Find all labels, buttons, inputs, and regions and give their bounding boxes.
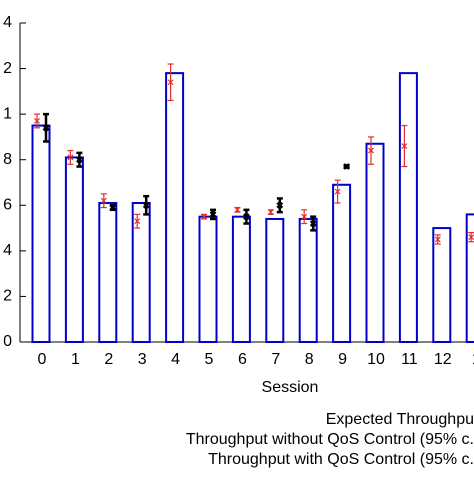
error-bar <box>243 208 250 225</box>
legend-label: Throughput without QoS Control (95% c. <box>186 431 474 448</box>
error-bar <box>301 209 308 225</box>
x-tick-label: 2 <box>104 351 113 368</box>
x-tick-label: 6 <box>238 351 247 368</box>
y-tick-label: 2 <box>3 288 12 305</box>
x-tick-label: 5 <box>205 351 214 368</box>
error-bar <box>401 124 408 168</box>
legend-label: Throughput with QoS Control (95% c. <box>208 451 474 468</box>
error-bar <box>109 204 117 212</box>
legend-label: Expected Throughpu <box>326 411 474 428</box>
x-tick-label: 8 <box>305 351 314 368</box>
error-bar <box>468 232 474 243</box>
error-bar <box>343 163 350 170</box>
x-tick-label: 1 <box>472 351 474 368</box>
error-bar <box>434 234 441 245</box>
error-bar <box>201 213 207 220</box>
y-tick-label: 1 <box>3 105 12 122</box>
x-axis-label: Session <box>262 379 319 396</box>
x-tick-label: 10 <box>367 351 385 368</box>
x-tick-label: 0 <box>38 351 47 368</box>
bar <box>64 156 84 343</box>
bar <box>332 183 352 343</box>
x-tick-label: 9 <box>338 351 347 368</box>
error-bar <box>42 112 50 143</box>
bar <box>398 72 418 343</box>
x-tick-label: 12 <box>434 351 452 368</box>
x-tick-label: 3 <box>138 351 147 368</box>
y-tick-label: 6 <box>3 197 12 214</box>
y-tick-label: 2 <box>3 60 12 77</box>
bar <box>198 215 218 343</box>
error-bar <box>76 151 83 168</box>
error-bar <box>234 206 241 213</box>
bar <box>465 213 474 343</box>
y-tick-label: 0 <box>3 333 12 350</box>
error-bar <box>100 193 107 209</box>
y-tick-label: 8 <box>3 151 12 168</box>
error-bar <box>34 113 40 129</box>
error-bar <box>334 179 341 204</box>
bar <box>131 202 151 343</box>
bar <box>231 215 251 343</box>
bar <box>365 142 385 343</box>
error-bar <box>267 209 274 216</box>
error-bar <box>276 197 284 214</box>
bar <box>165 72 185 343</box>
x-tick-label: 1 <box>71 351 80 368</box>
bar <box>298 217 318 343</box>
error-bar <box>167 63 174 102</box>
error-bar <box>309 215 317 232</box>
error-bar <box>142 194 150 216</box>
error-bar <box>368 136 374 165</box>
bar <box>265 217 285 343</box>
x-tick-label: 11 <box>401 351 418 368</box>
x-tick-label: 7 <box>271 351 280 368</box>
bar <box>98 202 118 343</box>
error-bar <box>134 213 141 229</box>
error-bar <box>209 208 217 221</box>
bar <box>31 124 51 343</box>
x-tick-label: 4 <box>171 351 180 368</box>
error-bar <box>67 150 74 165</box>
y-tick-label: 4 <box>3 14 12 31</box>
y-tick-label: 4 <box>3 242 12 259</box>
bar <box>432 227 452 343</box>
